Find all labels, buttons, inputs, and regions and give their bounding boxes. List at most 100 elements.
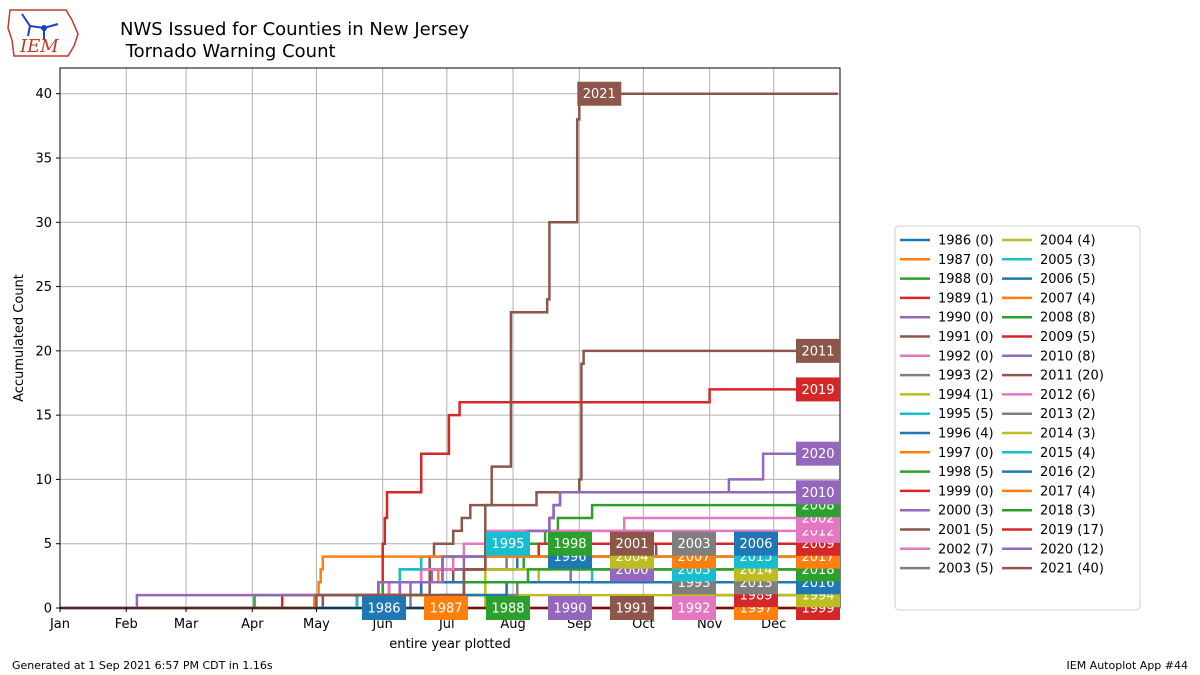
series-line-2019	[60, 388, 838, 610]
x-axis-ticks: Jan Feb Mar Apr May Jun Jul Aug Sep Oct Nov Dec	[49, 608, 786, 632]
series-line-2017	[60, 555, 838, 610]
y-tick-label: 15	[35, 409, 52, 424]
year-label-2003: 2003	[672, 531, 716, 556]
legend-label: 1991 (0)	[938, 330, 994, 345]
x-tick-label: Apr	[241, 617, 264, 632]
year-label-1986: 1986	[362, 596, 406, 620]
year-label-1995: 1995	[486, 531, 530, 556]
series-line-2021	[60, 92, 838, 610]
plot-frame	[59, 67, 841, 609]
chart-title-line1: NWS Issued for Counties in New Jersey	[120, 19, 470, 40]
legend-item-1986: 1986 (0)	[900, 234, 994, 249]
legend-item-2017: 2017 (4)	[1002, 484, 1096, 499]
x-tick-label: May	[303, 617, 330, 632]
year-label-box	[796, 441, 840, 466]
year-label-1988: 1988	[486, 596, 530, 620]
legend-item-1996: 1996 (4)	[900, 427, 994, 442]
grid-layer	[59, 68, 840, 609]
legend-item-2007: 2007 (4)	[1002, 291, 1096, 306]
legend-item-2019: 2019 (17)	[1002, 523, 1104, 538]
year-label-2006: 2006	[734, 531, 778, 556]
year-label-text: 2020	[801, 447, 834, 462]
year-label-box	[577, 81, 622, 106]
year-label-2011: 2011	[796, 338, 840, 363]
legend-label: 2014 (3)	[1040, 427, 1096, 442]
x-tick-label: Jan	[49, 617, 70, 632]
legend-item-2009: 2009 (5)	[1002, 330, 1096, 345]
year-label-box	[362, 596, 406, 620]
y-tick-label: 40	[35, 87, 52, 102]
legend-item-2013: 2013 (2)	[1002, 407, 1096, 422]
y-tick-label: 30	[35, 216, 52, 231]
year-label-box	[672, 531, 716, 556]
legend-label: 2013 (2)	[1040, 407, 1096, 422]
legend-item-1998: 1998 (5)	[900, 465, 994, 480]
legend-frame	[894, 225, 1141, 611]
legend-label: 1990 (0)	[938, 311, 994, 326]
year-label-box	[796, 377, 840, 402]
footer-generated: Generated at 1 Sep 2021 6:57 PM CDT in 1…	[12, 659, 273, 672]
x-axis-label: entire year plotted	[389, 637, 511, 652]
year-label-text: 2010	[801, 486, 834, 501]
year-label-text: 2006	[739, 537, 772, 552]
legend-label: 1986 (0)	[938, 234, 994, 249]
year-label-1991: 1991	[610, 596, 654, 620]
legend-label: 1993 (2)	[938, 369, 994, 384]
legend-item-1999: 1999 (0)	[900, 484, 994, 499]
year-label-box	[610, 596, 654, 620]
iem-logo: IEM	[7, 9, 79, 57]
year-label-1987: 1987	[424, 596, 468, 620]
series-line-2011	[60, 349, 838, 610]
legend-label: 2008 (8)	[1040, 311, 1096, 326]
legend-item-2016: 2016 (2)	[1002, 465, 1096, 480]
x-tick-label: Feb	[115, 617, 138, 632]
y-tick-label: 5	[44, 537, 52, 552]
x-tick-label: Aug	[500, 617, 525, 632]
year-label-box	[796, 480, 840, 505]
legend-item-1994: 1994 (1)	[900, 388, 994, 403]
legend-item-2011: 2011 (20)	[1002, 369, 1104, 384]
legend-label: 2019 (17)	[1040, 523, 1104, 538]
x-tick-label: Sep	[567, 617, 592, 632]
year-label-text: 1995	[491, 537, 524, 552]
legend-label: 2007 (4)	[1040, 291, 1096, 306]
year-label-2001: 2001	[610, 531, 654, 556]
logo-text: IEM	[19, 36, 59, 57]
legend-item-2018: 2018 (3)	[1002, 504, 1096, 519]
y-tick-label: 35	[35, 152, 52, 167]
year-label-2019: 2019	[796, 377, 840, 402]
year-label-box	[486, 531, 530, 556]
legend-label: 1995 (5)	[938, 407, 994, 422]
year-label-box	[734, 531, 778, 556]
legend-label: 1998 (5)	[938, 465, 994, 480]
legend-label: 2021 (40)	[1040, 562, 1104, 577]
year-label-text: 1986	[367, 602, 400, 617]
legend-item-2006: 2006 (5)	[1002, 272, 1096, 287]
year-label-text: 1987	[429, 602, 462, 617]
x-tick-label: Nov	[697, 617, 723, 632]
x-tick-label: Jun	[372, 617, 393, 632]
legend-label: 2016 (2)	[1040, 465, 1096, 480]
legend-item-2014: 2014 (3)	[1002, 427, 1096, 442]
year-label-2021: 2021	[577, 81, 622, 106]
legend-item-2005: 2005 (3)	[1002, 253, 1096, 268]
legend-label: 2018 (3)	[1040, 504, 1096, 519]
legend-item-1991: 1991 (0)	[900, 330, 994, 345]
y-tick-label: 25	[35, 280, 52, 295]
legend-label: 2005 (3)	[1040, 253, 1096, 268]
legend-label: 2002 (7)	[938, 542, 994, 557]
x-tick-label: Mar	[174, 617, 199, 632]
year-label-text: 1991	[615, 602, 648, 617]
legend-item-2012: 2012 (6)	[1002, 388, 1096, 403]
y-tick-label: 20	[35, 344, 52, 359]
year-label-box	[486, 596, 530, 620]
y-tick-label: 10	[35, 473, 52, 488]
legend-item-1990: 1990 (0)	[900, 311, 994, 326]
year-label-2010: 2010	[796, 480, 840, 505]
year-label-box	[548, 596, 592, 620]
legend-item-2001: 2001 (5)	[900, 523, 994, 538]
year-label-2020: 2020	[796, 441, 840, 466]
y-axis-ticks: 0 5 10 15 20 25 30 35 40	[35, 87, 60, 617]
year-label-text: 2001	[615, 537, 648, 552]
